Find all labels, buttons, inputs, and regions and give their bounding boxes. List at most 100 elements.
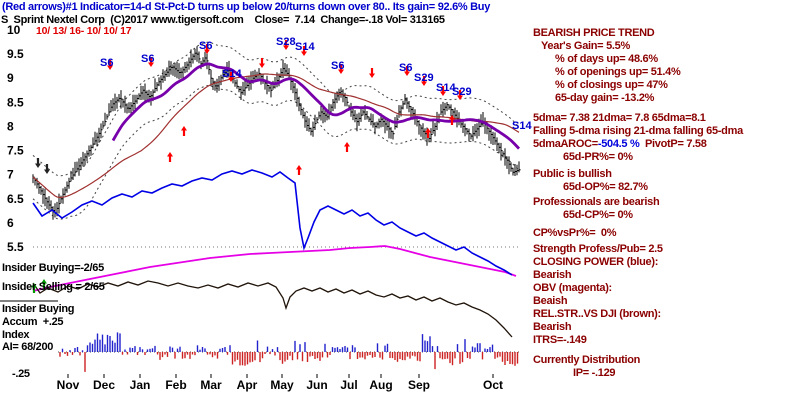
panel-line: Professionals are bearish [533, 196, 660, 208]
sell-signal-label: S14 [295, 41, 315, 53]
price-axis-label: 7.5 [7, 144, 24, 158]
month-axis-label: Aug [369, 378, 392, 392]
indicator-label: Index [2, 329, 30, 341]
month-axis-label: Feb [165, 378, 186, 392]
panel-line: REL.STR..VS DJI (brown): [533, 308, 661, 320]
panel-line: 65d-CP%= 0% [563, 209, 633, 221]
price-axis-label: 7 [7, 168, 14, 182]
indicator-label: AI= 68/200 [2, 341, 54, 353]
panel-line: 65-day gain= -13.2% [555, 92, 655, 104]
sell-arrow-icon [369, 68, 375, 78]
indicator-description: (Red arrows)#1 Indicator=14-d St-Pct-D t… [2, 1, 491, 13]
panel-line: Strength Profess/Pub= 2.5 [533, 243, 663, 255]
month-axis-label: Jan [130, 378, 151, 392]
signal-arrows [31, 40, 463, 293]
sell-arrow-icon [301, 46, 307, 56]
relative-strength-line [32, 280, 513, 338]
sell-signal-label: S6 [141, 53, 154, 65]
month-axis-label: Sep [408, 378, 430, 392]
obv-line [32, 245, 517, 292]
buy-arrow-icon [167, 152, 173, 162]
panel-line: Falling 5-dma rising 21-dma falling 65-d… [533, 125, 743, 137]
sell-arrow-icon [204, 44, 210, 54]
sell-signal-label: S14 [436, 82, 456, 94]
panel-line-part: -504.5 % [597, 138, 640, 150]
buy-arrow-icon [296, 165, 302, 175]
panel-line: Bearish [533, 269, 572, 281]
panel-line: Bearish [533, 321, 572, 333]
sell-signal-label: S6 [331, 60, 344, 72]
panel-line: 65d-OP%= 82.7% [563, 181, 648, 193]
panel-line: 5dma= 7.38 21dma= 7.8 65dma=8.1 [533, 112, 706, 124]
ticker-info-line: S Sprint Nextel Corp (C)2017 www.tigerso… [1, 14, 445, 26]
insider-buy-arrow-icon [31, 283, 37, 293]
sell-arrow-icon [107, 60, 113, 70]
buy-arrow-icon [425, 128, 431, 138]
panel-line-part: 5dmaAROC= [533, 138, 598, 150]
indicator-label: Accum +.25 [2, 316, 64, 328]
bollinger-bands [32, 41, 520, 220]
price-axis-label: 5.5 [7, 240, 24, 254]
sell-arrow-icon [421, 76, 427, 86]
buy-arrow-icon [344, 142, 350, 152]
month-axis-label: Mar [200, 378, 222, 392]
closing-power-line [32, 169, 513, 276]
sell-signal-label: S6 [399, 62, 412, 74]
sell-signal-label: S29 [452, 86, 472, 98]
month-axis-label: Dec [93, 378, 115, 392]
panel-line: % of openings up= 51.4% [555, 66, 681, 78]
buy-arrow-icon [449, 115, 455, 125]
month-axis-label: Oct [483, 378, 503, 392]
month-axis-label: Nov [57, 378, 80, 392]
month-axis-label: Jun [306, 378, 327, 392]
panel-line: % of days up= 48.6% [555, 53, 658, 65]
indicator-lines [32, 169, 517, 338]
price-axis-label: 8 [7, 119, 14, 133]
panel-line: CP%vsPr%= 0% [533, 227, 617, 239]
indicator-label: Insider Buying=-2/65 [2, 262, 104, 274]
sell-signal-label: S6 [100, 57, 113, 69]
sell-signal-label: S6 [199, 40, 212, 52]
sell-arrow-icon [283, 40, 289, 50]
month-axis-label: Jul [340, 378, 357, 392]
sell-arrow-icon [457, 90, 463, 100]
price-axis-label: 10 [7, 23, 21, 37]
panel-line: Currently Distribution [533, 354, 641, 366]
sell-arrow-icon [440, 86, 446, 96]
price-axis-label: 6 [7, 216, 14, 230]
sell-arrow-icon [148, 57, 154, 67]
sell-signal-label: S28 [276, 36, 296, 48]
price-bars [32, 46, 521, 220]
indicator-label: Insider Selling = 2/65 [2, 281, 105, 293]
panel-line: % of closings up= 47% [555, 79, 668, 91]
accum-histogram [59, 332, 519, 372]
month-axis-label: May [270, 378, 294, 392]
price-axis-label: 6.5 [7, 192, 24, 206]
sell-arrow-icon [259, 58, 265, 68]
insider-buy-arrow-icon [41, 279, 47, 289]
date-range-label: 10/ 13/ 16- 10/ 10/ 17 [36, 25, 132, 37]
sell-arrow-icon [228, 72, 234, 82]
panel-line-part: PivotP= 7.58 [639, 138, 707, 150]
month-axis-label: Apr [237, 378, 258, 392]
sell-arrow-icon [338, 64, 344, 74]
panel-line: CLOSING POWER (blue): [533, 256, 659, 268]
panel-line: OBV (magenta): [533, 282, 612, 294]
sell-signal-label: S14 [512, 120, 532, 132]
price-axis-label: 9.5 [7, 47, 24, 61]
panel-line: 5dmaAROC=-504.5 % PivotP= 7.58 [533, 138, 707, 150]
down-arrow-icon [44, 164, 50, 174]
panel-line: Public is bullish [533, 168, 612, 180]
indicator-label: -.25 [12, 368, 30, 380]
indicator-label: Insider Buying [2, 303, 75, 315]
sell-signal-label: S14 [222, 68, 242, 80]
panel-line: ITRS=-.149 [533, 334, 587, 346]
price-axis-label: 8.5 [7, 95, 24, 109]
panel-line: BEARISH PRICE TREND [533, 27, 655, 39]
panel-line: Year's Gain= 5.5% [541, 40, 630, 52]
price-axis-label: 9 [7, 71, 14, 85]
buy-arrow-icon [181, 126, 187, 136]
